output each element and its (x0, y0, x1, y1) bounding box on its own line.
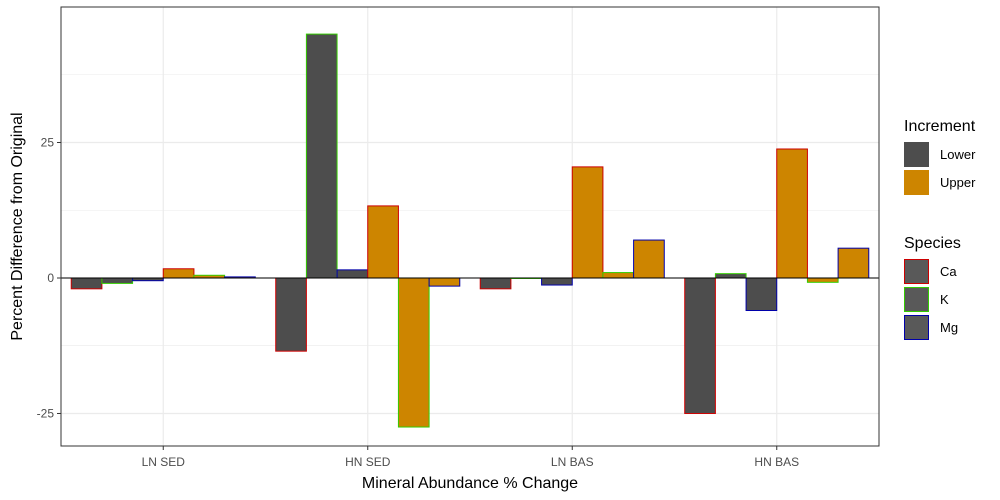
x-axis-ticks: LN SED HN SED LN BAS HN BAS (142, 446, 799, 469)
bar (397, 277, 430, 428)
bar (367, 205, 399, 279)
legend-label-k: K (940, 292, 949, 307)
legend-label-mg: Mg (940, 320, 958, 335)
legend-increment-title: Increment (904, 118, 976, 135)
y-axis-ticks: -25 0 25 (37, 135, 61, 420)
legend-label-lower: Lower (940, 147, 976, 162)
x-tick-label: HN BAS (754, 455, 799, 469)
x-tick-label: LN SED (142, 455, 186, 469)
bar (479, 277, 512, 290)
bar (602, 272, 635, 279)
legend-key-k (904, 287, 929, 312)
bar (336, 269, 369, 279)
bar (428, 277, 461, 287)
bar (633, 239, 665, 279)
y-tick-label: -25 (37, 406, 55, 420)
bar (571, 166, 604, 279)
legend-label-ca: Ca (940, 264, 957, 279)
legend: Increment Species Lower Upper Ca K Mg (904, 118, 976, 340)
bar (70, 277, 103, 290)
bar (541, 277, 573, 286)
bars (70, 33, 870, 428)
bar (162, 268, 195, 279)
y-tick-label: 0 (47, 271, 54, 285)
bar (305, 33, 338, 279)
legend-label-upper: Upper (940, 175, 976, 190)
bar (745, 277, 778, 312)
legend-species-title: Species (904, 235, 961, 252)
bar (684, 277, 716, 414)
y-axis-title: Percent Difference from Original (9, 112, 26, 340)
legend-key-upper (904, 170, 929, 195)
bar (101, 277, 134, 284)
plot-panel-border (60, 6, 880, 447)
bar (714, 273, 747, 279)
bar (776, 148, 808, 279)
x-axis-title: Mineral Abundance % Change (362, 475, 578, 492)
bar (837, 247, 870, 279)
bar (806, 277, 839, 283)
y-tick-label: 25 (41, 135, 55, 149)
x-tick-label: LN BAS (551, 455, 594, 469)
legend-key-lower (904, 142, 929, 167)
x-tick-label: HN SED (345, 455, 391, 469)
legend-key-mg (904, 315, 929, 340)
bar (275, 277, 307, 352)
legend-key-ca (904, 259, 929, 284)
